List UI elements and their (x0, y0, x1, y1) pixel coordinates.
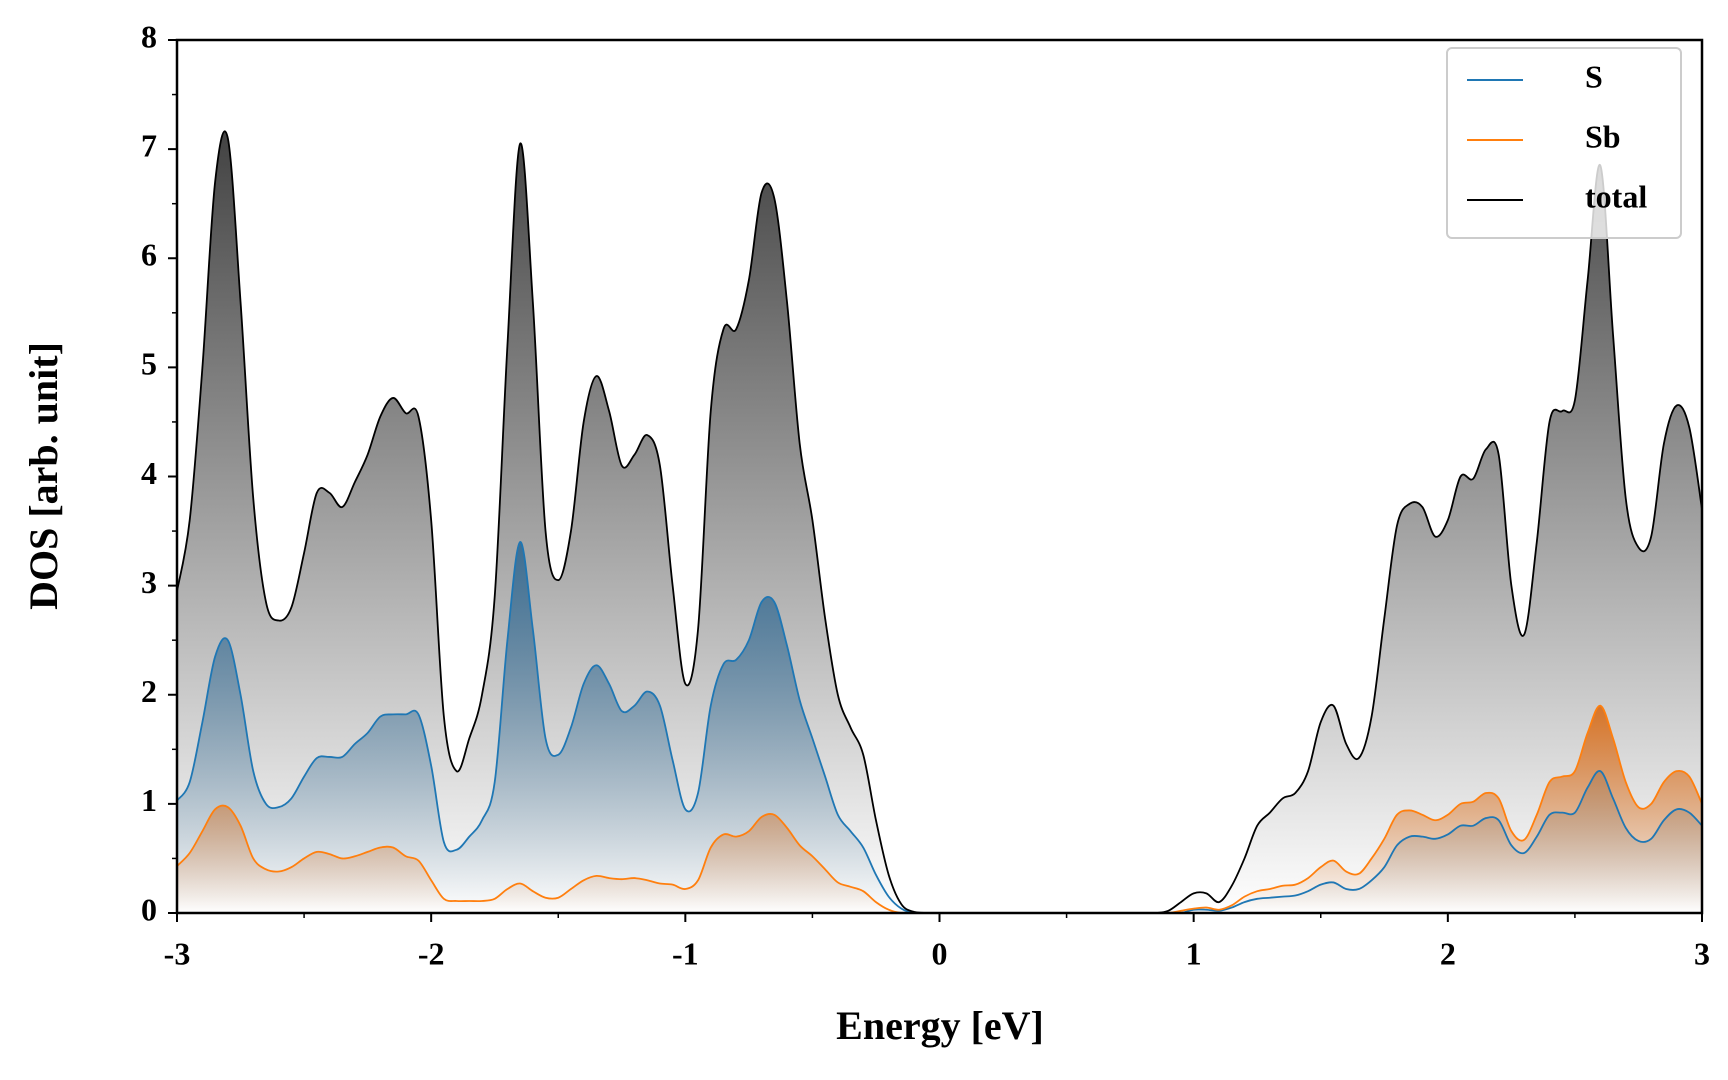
area-fill (177, 705, 1702, 913)
y-tick-label: 6 (141, 237, 157, 273)
x-tick-label: 2 (1440, 935, 1456, 971)
y-tick-label: 4 (141, 455, 157, 491)
x-tick-label: 0 (932, 935, 948, 971)
x-tick-label: -2 (418, 935, 445, 971)
y-tick-label: 7 (141, 127, 157, 163)
legend-box (1446, 47, 1682, 239)
y-tick-label: 8 (141, 18, 157, 54)
fills (177, 131, 1702, 913)
y-tick-label: 5 (141, 346, 157, 382)
x-tick-label: -1 (672, 935, 699, 971)
y-tick-label: 2 (141, 673, 157, 709)
series-line (176, 130, 1703, 914)
area-fill (177, 131, 1702, 913)
x-tick-label: -3 (164, 935, 191, 971)
y-tick-label: 0 (141, 891, 157, 927)
legend-label: S (1585, 58, 1603, 94)
legend-label: total (1585, 178, 1647, 214)
legend-label: Sb (1585, 118, 1621, 154)
y-tick-label: 1 (141, 782, 157, 818)
y-tick-label: 3 (141, 564, 157, 600)
axes: -3 -2 -1 0 1 2 3 0 1 2 3 4 5 6 7 8 S Sb total (141, 18, 1710, 971)
area-fill (177, 541, 1702, 913)
y-axis-label: DOS [arb. unit] (21, 342, 66, 610)
x-tick-label: 1 (1186, 935, 1202, 971)
x-tick-label: 3 (1694, 935, 1710, 971)
x-axis-label: Energy [eV] (836, 1003, 1044, 1048)
